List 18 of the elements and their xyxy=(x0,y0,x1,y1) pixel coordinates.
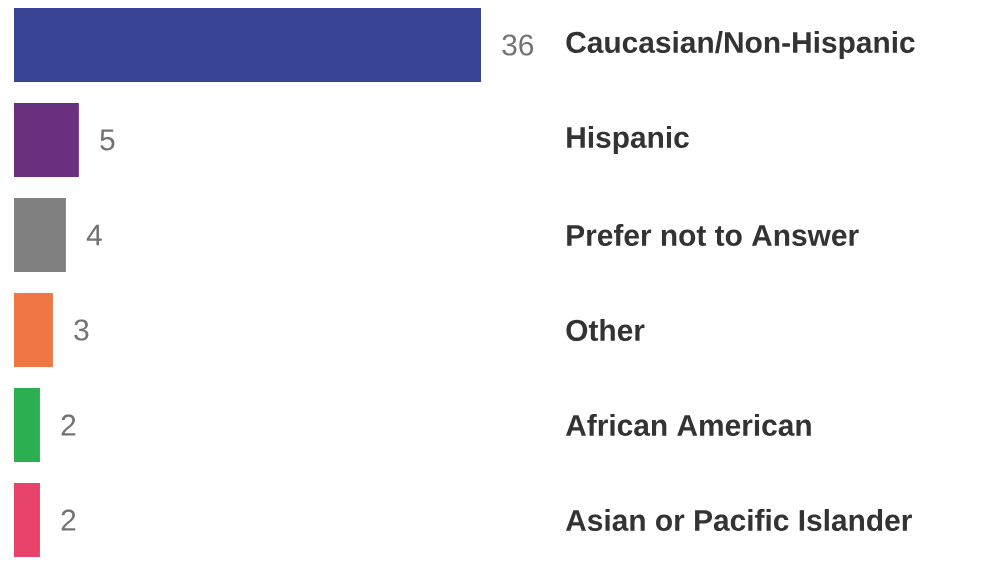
bar xyxy=(14,483,40,558)
bar xyxy=(14,198,66,273)
y-tick-label: Caucasian/Non-Hispanic xyxy=(566,31,915,59)
data-label: 3 xyxy=(74,319,89,341)
bar xyxy=(14,8,481,83)
bar xyxy=(14,103,79,178)
y-tick-label: Asian or Pacific Islander xyxy=(565,509,912,531)
data-label: 4 xyxy=(86,224,102,246)
y-tick-label: Other xyxy=(566,319,645,341)
data-label: 2 xyxy=(61,509,76,531)
y-tick-label: Prefer not to Answer xyxy=(567,224,859,246)
bar xyxy=(14,293,53,368)
y-tick-label: Hispanic xyxy=(567,126,689,154)
data-label: 2 xyxy=(61,414,76,436)
y-tick-label: African American xyxy=(565,414,811,436)
data-label: 5 xyxy=(100,129,115,151)
data-label: 36 xyxy=(502,34,534,56)
bar xyxy=(14,388,40,463)
